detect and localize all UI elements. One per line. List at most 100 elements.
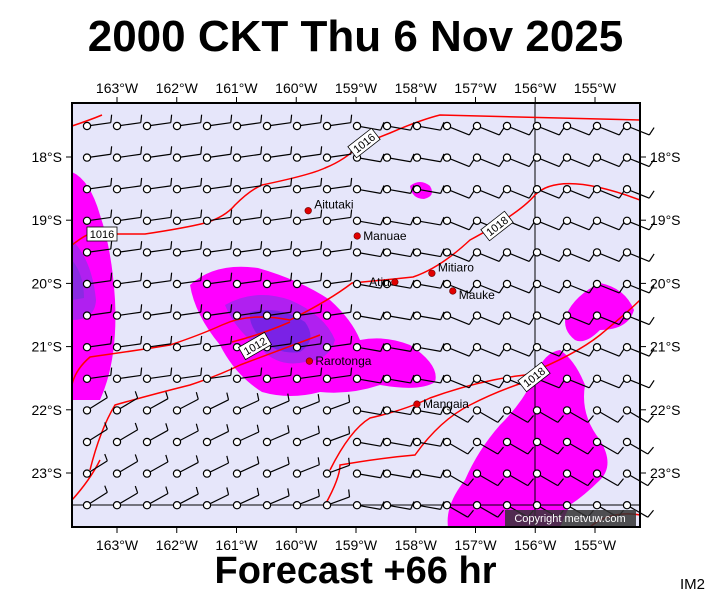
- wind-barb: [202, 241, 233, 257]
- wind-barb: [82, 367, 113, 383]
- wind-barb: [232, 304, 263, 320]
- wind-barb: [292, 488, 320, 510]
- wind-barb: [82, 146, 113, 162]
- wind-barb: [322, 177, 353, 194]
- lon-tick-label-bottom: 163°W: [96, 537, 139, 553]
- wind-barb: [382, 311, 415, 321]
- wind-barb: [622, 153, 655, 168]
- wind-barb: [532, 248, 565, 262]
- wind-barb: [562, 184, 595, 199]
- wind-barb: [142, 423, 169, 447]
- wind-barb: [532, 153, 565, 168]
- wind-barb: [232, 424, 260, 447]
- wind-barb: [142, 272, 173, 289]
- copyright-text: Copyright metvuw.com: [514, 513, 625, 525]
- island-label: Mauke: [459, 288, 495, 302]
- wind-barb: [532, 184, 565, 199]
- wind-barb: [172, 146, 203, 162]
- wind-barb: [112, 335, 143, 352]
- wind-barb: [202, 455, 230, 478]
- wind-barb: [262, 488, 290, 510]
- wind-barb: [142, 304, 173, 320]
- wind-barb: [502, 279, 535, 294]
- wind-barb: [232, 392, 260, 415]
- wind-barb: [112, 146, 143, 162]
- island-label: Rarotonga: [315, 354, 371, 368]
- wind-barb: [382, 406, 415, 416]
- wind-barb: [472, 279, 505, 294]
- wind-barb: [592, 374, 625, 389]
- wind-barb: [502, 311, 535, 326]
- wind-barb: [262, 393, 290, 415]
- wind-barb: [82, 485, 108, 510]
- wind-barb: [292, 241, 323, 257]
- wind-barb: [352, 501, 385, 510]
- lon-tick-label-top: 162°W: [156, 80, 199, 96]
- wind-barb: [142, 391, 169, 415]
- wind-barb: [352, 469, 385, 479]
- wind-barb: [262, 114, 293, 131]
- lat-tick-label-left: 21°S: [31, 339, 62, 355]
- wind-barb: [82, 114, 113, 131]
- wind-barb: [232, 146, 263, 162]
- wind-barb: [262, 272, 293, 289]
- lon-tick-label-bottom: 157°W: [454, 537, 497, 553]
- wind-barb: [442, 343, 475, 357]
- wind-barb: [202, 146, 233, 162]
- wind-barb: [382, 501, 415, 510]
- wind-barb: [232, 456, 260, 478]
- wind-barb: [112, 391, 139, 415]
- wind-barb: [442, 121, 475, 136]
- wind-barb: [472, 121, 505, 136]
- wind-barb: [622, 501, 654, 518]
- wind-barb: [202, 114, 233, 131]
- wind-barb: [562, 279, 595, 294]
- lat-tick-label-right: 20°S: [650, 275, 681, 291]
- wind-barb: [382, 248, 415, 258]
- wind-barb: [592, 184, 625, 199]
- wind-barb: [82, 304, 113, 320]
- wind-barb: [142, 209, 173, 225]
- wind-barb: [322, 209, 353, 225]
- wind-barb: [112, 241, 143, 257]
- lat-tick-label-left: 23°S: [31, 465, 62, 481]
- lon-tick-label-bottom: 155°W: [574, 537, 617, 553]
- wind-barb: [442, 437, 474, 455]
- wind-barb: [232, 177, 263, 194]
- wind-barb: [112, 422, 139, 447]
- wind-barb: [172, 241, 203, 257]
- wind-barb: [322, 367, 353, 383]
- svg-text:1016: 1016: [90, 229, 114, 241]
- rain-area-east: [565, 283, 634, 342]
- wind-barb: [382, 469, 415, 479]
- wind-barb: [382, 153, 415, 163]
- wind-barb: [502, 153, 535, 168]
- wind-barb: [112, 367, 143, 383]
- wind-barb: [382, 184, 415, 194]
- island-marker: [428, 269, 436, 277]
- wind-barb: [352, 279, 385, 289]
- wind-barb: [532, 121, 565, 136]
- wind-barb: [472, 311, 505, 326]
- lat-tick-label-right: 23°S: [650, 465, 681, 481]
- wind-barb: [352, 184, 385, 194]
- wind-barb: [292, 367, 323, 383]
- island-marker: [304, 207, 312, 215]
- lon-tick-label-bottom: 158°W: [395, 537, 438, 553]
- wind-barb: [82, 422, 108, 447]
- copyright-box: [505, 510, 636, 526]
- wind-barb: [142, 146, 173, 162]
- wind-barb: [412, 279, 445, 289]
- wind-barb: [622, 311, 655, 326]
- wind-barb: [322, 272, 353, 289]
- island-marker: [413, 400, 421, 408]
- wind-barb: [622, 343, 655, 357]
- wind-barb: [622, 248, 655, 262]
- wind-barb: [412, 437, 445, 447]
- wind-barb: [412, 374, 445, 384]
- wind-barb: [532, 279, 565, 294]
- wind-barb: [442, 311, 475, 326]
- wind-barb: [562, 311, 595, 326]
- wind-barb: [112, 272, 143, 289]
- island-label: Atiu: [369, 275, 390, 289]
